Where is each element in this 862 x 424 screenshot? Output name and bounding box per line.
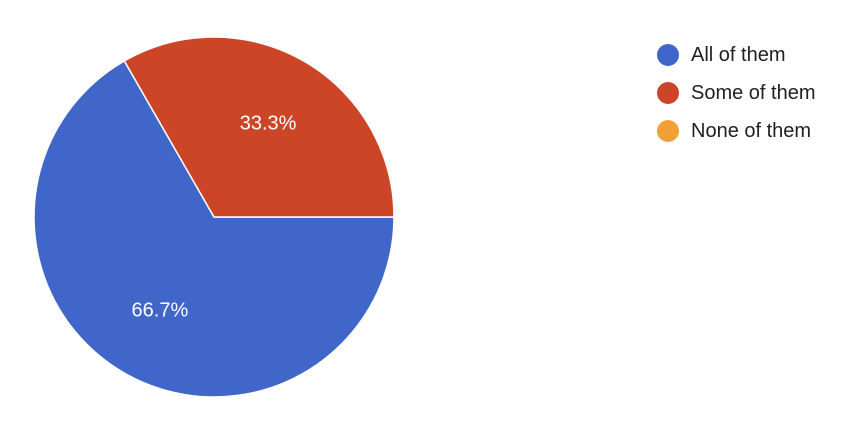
legend-item-2: None of them	[657, 112, 816, 150]
pie-slice-0	[33, 60, 395, 398]
pie-slice-1	[123, 36, 395, 218]
chart-legend: All of them Some of them None of them	[657, 36, 816, 150]
pie-slices	[33, 36, 395, 398]
legend-label-2: None of them	[691, 119, 812, 142]
legend-swatch-0	[657, 44, 679, 66]
legend-label-0: All of them	[691, 43, 786, 66]
pie-slice-labels: 66.7% 33.3%	[132, 113, 297, 322]
legend-swatch-2	[657, 120, 679, 142]
pie-slice-label-1: 33.3%	[240, 113, 297, 135]
legend-item-0: All of them	[657, 36, 816, 74]
legend-label-1: Some of them	[691, 81, 816, 104]
pie-slice-label-0: 66.7%	[132, 299, 189, 321]
legend-swatch-1	[657, 82, 679, 104]
legend-item-1: Some of them	[657, 74, 816, 112]
